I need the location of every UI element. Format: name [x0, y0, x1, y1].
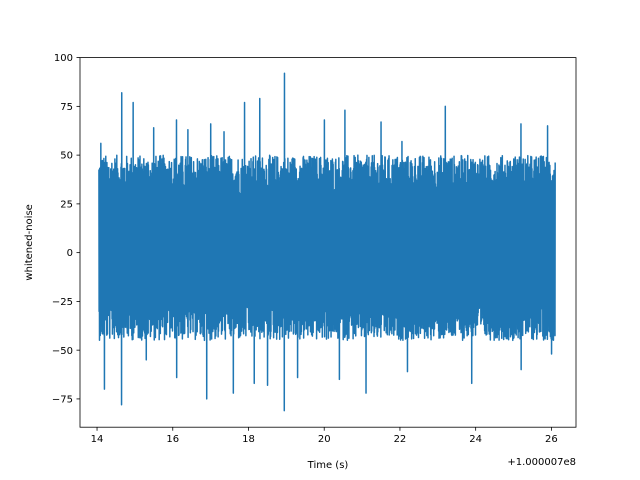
- x-tick-label: 16: [166, 434, 179, 445]
- series-layer: [98, 72, 556, 412]
- x-tick-label: 18: [242, 434, 255, 445]
- x-tick-label: 14: [91, 434, 104, 445]
- x-tick-label: 22: [394, 434, 407, 445]
- y-tick-label: 100: [54, 53, 73, 64]
- x-axis-label: Time (s): [307, 460, 349, 471]
- y-tick-label: 25: [60, 199, 73, 210]
- x-tick-label: 26: [545, 434, 558, 445]
- y-tick-label: 50: [60, 151, 73, 162]
- x-ticks: 14 16 18 20 22 24 26: [91, 427, 558, 445]
- y-tick-label: −75: [52, 395, 73, 406]
- y-axis-label: whitened-noise: [24, 204, 35, 280]
- x-tick-label: 20: [318, 434, 331, 445]
- plot-frame: [79, 57, 577, 428]
- x-offset-label: +1.000007e8: [507, 457, 576, 468]
- y-tick-label: −25: [52, 297, 73, 308]
- y-tick-label: −50: [52, 346, 73, 357]
- y-ticks: 100 75 50 25 0 −25 −50 −75: [52, 53, 80, 406]
- y-tick-label: 0: [67, 248, 73, 259]
- y-tick-label: 75: [60, 102, 73, 113]
- series-line: [98, 72, 556, 412]
- x-tick-label: 24: [469, 434, 482, 445]
